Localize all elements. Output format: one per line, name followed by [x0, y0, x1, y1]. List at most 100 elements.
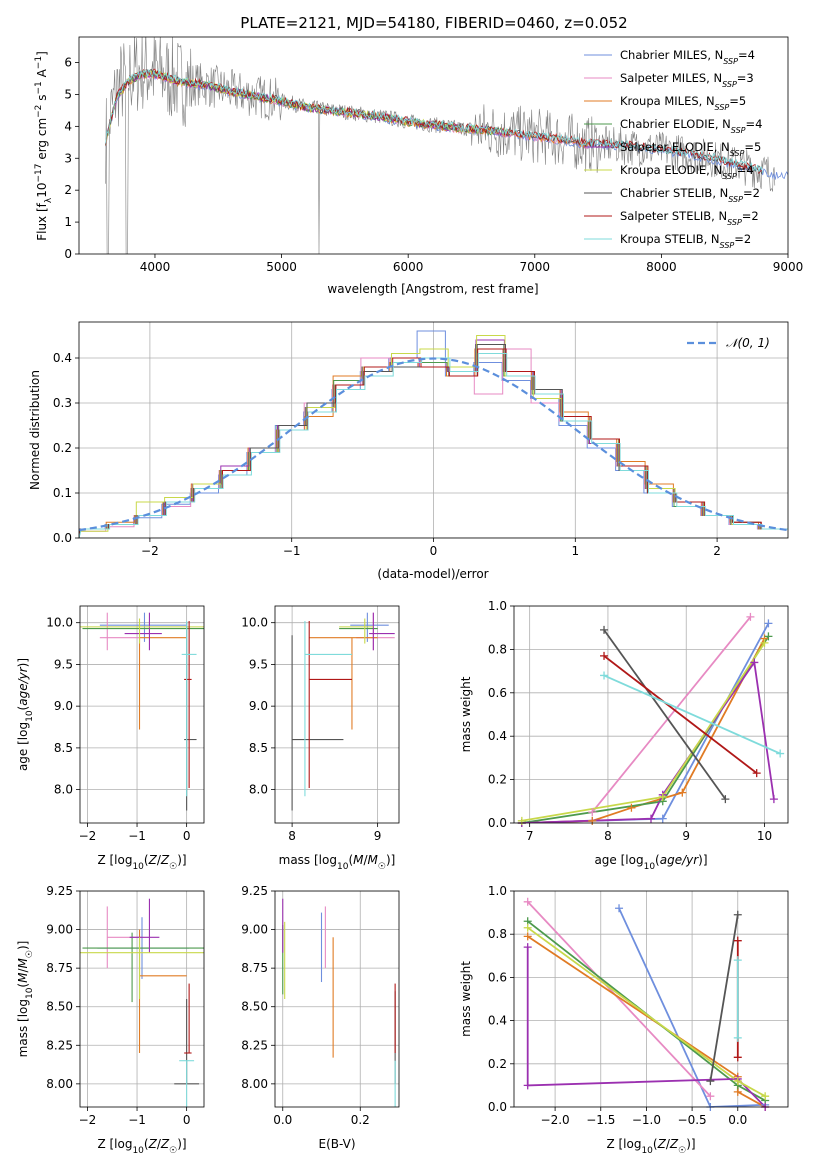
x-tick-label: 8000 [646, 260, 677, 274]
plot-area [514, 891, 788, 1107]
x-tick-label: −2.0 [541, 1113, 570, 1127]
figure-title: PLATE=2121, MJD=54180, FIBERID=0460, z=0… [240, 14, 627, 32]
y-tick-label: 0.3 [53, 396, 72, 410]
legend-label: Chabrier ELODIE, NSSP=4 [620, 117, 762, 135]
legend-tail: =2 [742, 209, 759, 223]
weight-marker [517, 816, 526, 825]
label-part: ( [653, 1137, 658, 1151]
y-axis-label: age [log10(age/yr)] [16, 658, 35, 771]
label-part: Z [160, 853, 170, 867]
y-tick-label: 0.0 [488, 816, 507, 830]
y-tick-label: 1 [64, 215, 72, 229]
weight-marker [733, 1053, 742, 1062]
legend-text: Salpeter MILES, N [620, 71, 722, 85]
label-part: ( [144, 853, 149, 867]
x-axis-label: Z [log10(Z/Z☉)] [97, 1137, 186, 1156]
y-tick-label: 9.0 [249, 699, 268, 713]
y-tick-label: 0.2 [53, 441, 72, 455]
weight-marker [588, 816, 597, 825]
label-part: ( [16, 983, 30, 988]
label-part: 10 [25, 710, 35, 722]
legend-text: Salpeter STELIB, N [620, 209, 727, 223]
label-part: )] [686, 1137, 695, 1151]
y-tick-label: 4 [64, 119, 72, 133]
label-part: −17 [34, 164, 44, 183]
plot-area [275, 891, 399, 1107]
label-part: λ [44, 197, 54, 203]
x-tick-label: 9 [682, 829, 690, 843]
y-tick-label: 8.00 [241, 1077, 268, 1091]
x-tick-label: −1 [128, 1113, 146, 1127]
y-tick-label: 0.0 [53, 531, 72, 545]
weight-line [521, 635, 770, 823]
axes-frame [513, 605, 789, 824]
label-part: 10 [35, 183, 49, 198]
y-tick-label: 0.4 [53, 351, 72, 365]
y-axis-label: Flux [fλ10−17 erg cm−2 s−1 A−1] [34, 51, 54, 241]
label-part: Z [log [97, 853, 132, 867]
weight-line [521, 642, 766, 822]
weight-marker [523, 897, 532, 906]
y-tick-label: 0.4 [488, 1014, 507, 1028]
x-tick-label: 4000 [140, 260, 171, 274]
label-part: )] [16, 941, 30, 950]
legend-sub: SSP [723, 57, 738, 66]
axes-frame [79, 605, 205, 824]
y-tick-label: 8.0 [249, 783, 268, 797]
y-tick-label: 8.50 [241, 1000, 268, 1014]
y-tick-label: 8.0 [54, 783, 73, 797]
weight-marker [600, 671, 609, 680]
legend-label: 𝒩(0, 1) [726, 336, 770, 350]
legend-tail: =3 [737, 71, 754, 85]
weight-marker [706, 1077, 715, 1086]
weight-marker [764, 632, 773, 641]
y-tick-label: 9.00 [46, 923, 73, 937]
y-tick-label: 9.25 [46, 884, 73, 898]
legend-label: Chabrier STELIB, NSSP=2 [620, 186, 760, 204]
label-part: )] [698, 853, 707, 867]
label-part: 10 [644, 862, 656, 872]
x-axis-label: Z [log10(Z/Z☉)] [97, 853, 186, 872]
weight-marker [746, 612, 755, 621]
y-tick-label: 8.50 [46, 1000, 73, 1014]
legend-label: Kroupa MILES, NSSP=5 [620, 94, 746, 112]
legend-tail: =5 [729, 94, 746, 108]
label-part: / [666, 1137, 671, 1151]
x-axis-label: E(B-V) [318, 1137, 355, 1151]
label-part: mass [log [16, 999, 30, 1057]
gaussian-curve [79, 357, 788, 532]
legend-tail: =4 [738, 48, 755, 62]
label-part: )] [177, 853, 186, 867]
histogram-step [79, 348, 787, 538]
legend-label: Chabrier MILES, NSSP=4 [620, 48, 755, 66]
legend-sub: SSP [722, 172, 737, 181]
weight-marker [523, 943, 532, 952]
label-part: Z [148, 1137, 158, 1151]
x-tick-label: 8 [288, 829, 296, 843]
y-tick-label: 8.25 [241, 1038, 268, 1052]
axes-frame [79, 890, 205, 1108]
x-tick-label: −0.5 [678, 1113, 707, 1127]
weight-line [603, 655, 758, 774]
y-tick-label: 1.0 [488, 884, 507, 898]
label-part: E(B-V) [318, 1137, 355, 1151]
axes-frame [274, 890, 400, 1108]
observed-spectrum [105, 37, 776, 254]
x-tick-label: 9 [374, 829, 382, 843]
legend-sub: SSP [722, 80, 737, 89]
y-tick-label: 0.8 [488, 927, 507, 941]
x-tick-label: −1 [128, 829, 146, 843]
x-tick-label: 0.0 [728, 1113, 747, 1127]
legend-tail: =2 [734, 232, 751, 246]
y-axis-label: mass weight [459, 676, 473, 752]
label-part: ☉ [378, 862, 386, 872]
age-vs-metallicity-panel: −2 −1 08.08.59.09.510.0Z [log10(Z/Z☉)]age … [16, 605, 205, 872]
weight-line [521, 622, 770, 823]
y-tick-label: 0.8 [488, 642, 507, 656]
label-part: s [35, 95, 49, 105]
label-part: / [363, 853, 368, 867]
legend-text: Salpeter ELODIE, N [620, 140, 730, 154]
histogram-step [79, 353, 788, 538]
legend-text: Chabrier ELODIE, N [620, 117, 731, 131]
